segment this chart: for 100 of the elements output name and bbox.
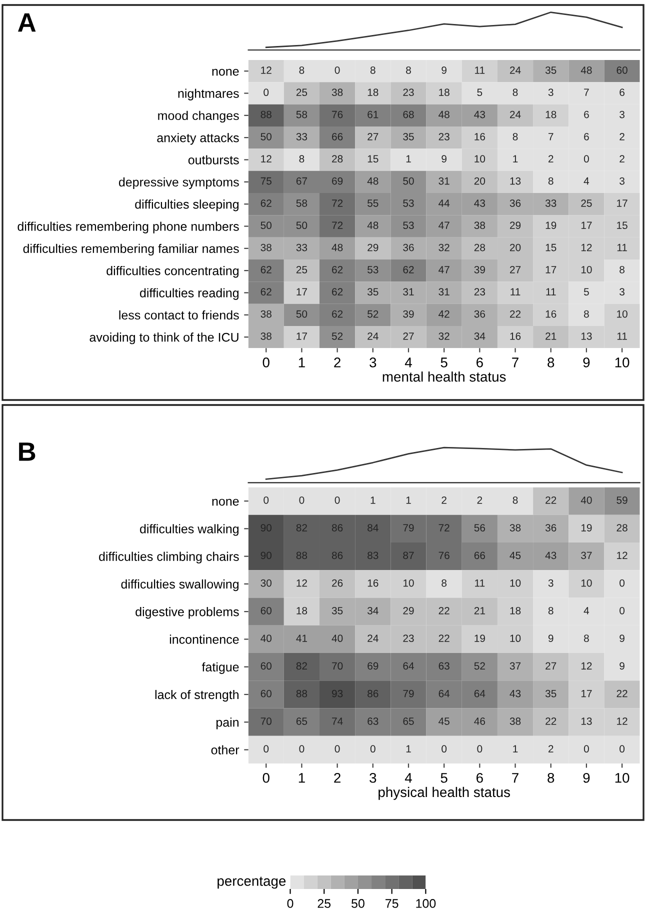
- data-label: 33: [296, 132, 308, 140]
- data-label: 10: [510, 579, 521, 587]
- data-label: 72: [332, 222, 343, 229]
- data-label: 12: [617, 552, 628, 559]
- data-label: 65: [403, 718, 414, 725]
- data-label: 82: [296, 662, 307, 670]
- data-label: 43: [545, 552, 556, 560]
- data-label: 3: [620, 110, 624, 118]
- data-label: 62: [260, 199, 272, 207]
- data-label: 0: [264, 88, 269, 96]
- data-label: 53: [403, 199, 414, 207]
- data-label: 21: [474, 606, 485, 614]
- data-label: 48: [367, 177, 378, 185]
- x-tick-label: 1: [298, 773, 305, 783]
- data-label: 56: [474, 524, 486, 532]
- y-tick-label: difficulties concentrating: [106, 266, 238, 278]
- data-label: 11: [475, 66, 485, 74]
- data-label: 22: [438, 606, 450, 614]
- data-label: 43: [474, 199, 486, 207]
- data-label: 70: [332, 662, 343, 670]
- data-label: 7: [584, 88, 589, 96]
- data-label: 58: [296, 110, 308, 118]
- data-label: 38: [510, 524, 521, 532]
- data-label: 27: [403, 332, 414, 340]
- data-label: 74: [332, 718, 343, 725]
- data-label: 24: [510, 110, 521, 118]
- data-label: 13: [581, 718, 592, 725]
- data-label: 18: [439, 88, 450, 96]
- data-label: 0: [370, 745, 376, 753]
- y-tick-label: incontinence: [170, 634, 239, 644]
- y-tick-label: nightmares: [178, 88, 239, 100]
- data-label: 0: [442, 745, 447, 753]
- data-label: 8: [620, 266, 624, 274]
- data-label: 29: [403, 606, 414, 614]
- y-tick-label: other: [211, 745, 240, 754]
- data-label: 16: [510, 332, 521, 340]
- data-label: 6: [584, 132, 589, 140]
- data-label: 8: [299, 66, 304, 74]
- data-label: 39: [474, 266, 485, 274]
- data-label: 13: [581, 332, 592, 340]
- data-label: 2: [477, 496, 482, 504]
- data-label: 24: [510, 66, 521, 74]
- data-label: 38: [332, 88, 343, 96]
- data-label: 8: [584, 310, 589, 318]
- y-tick-label: difficulties walking: [140, 524, 238, 536]
- data-label: 62: [332, 266, 343, 274]
- data-label: 69: [368, 662, 378, 670]
- data-label: 15: [368, 155, 378, 163]
- data-label: 50: [403, 177, 414, 185]
- data-label: 60: [616, 66, 628, 74]
- data-label: 18: [546, 110, 556, 118]
- data-label: 17: [581, 222, 592, 229]
- data-label: 23: [474, 288, 486, 296]
- data-label: 12: [261, 66, 272, 74]
- data-label: 64: [403, 662, 414, 670]
- data-label: 32: [438, 332, 450, 340]
- data-label: 8: [406, 66, 411, 74]
- data-label: 12: [261, 155, 272, 162]
- data-label: 27: [368, 132, 378, 140]
- y-tick-label: difficulties remembering familiar names: [23, 244, 239, 256]
- data-label: 11: [475, 579, 485, 587]
- data-label: 16: [474, 132, 486, 140]
- data-label: 4: [584, 177, 590, 185]
- data-label: 16: [546, 310, 556, 318]
- data-label: 88: [296, 690, 308, 698]
- data-label: 0: [620, 606, 625, 614]
- data-label: 62: [332, 310, 343, 318]
- data-label: 22: [438, 634, 450, 642]
- text: A: [18, 13, 36, 32]
- y-tick-label: anxiety attacks: [157, 133, 239, 145]
- data-label: 29: [368, 244, 378, 252]
- data-label: 24: [368, 634, 378, 642]
- data-label: 15: [617, 222, 628, 230]
- data-label: 36: [474, 310, 486, 318]
- data-label: 40: [332, 634, 343, 642]
- data-label: 72: [332, 199, 343, 207]
- data-label: 50: [260, 222, 272, 230]
- data-label: 48: [438, 110, 450, 118]
- data-label: 65: [296, 718, 308, 725]
- y-tick-label: lack of strength: [155, 690, 238, 702]
- data-label: 25: [296, 266, 308, 274]
- data-label: 22: [616, 690, 628, 698]
- data-label: 66: [474, 552, 486, 560]
- data-label: 37: [581, 552, 592, 560]
- data-label: 62: [332, 288, 343, 296]
- data-label: 6: [620, 88, 624, 96]
- color-bar-label: 100: [416, 899, 436, 908]
- data-label: 2: [442, 496, 446, 504]
- data-label: 32: [438, 244, 450, 252]
- data-label: 20: [474, 177, 486, 185]
- data-label: 52: [474, 662, 485, 670]
- data-label: 86: [368, 690, 378, 698]
- data-label: 17: [296, 288, 307, 296]
- data-label: 87: [403, 552, 414, 560]
- data-label: 36: [510, 199, 521, 207]
- data-label: 9: [442, 155, 446, 163]
- data-label: 1: [513, 155, 518, 162]
- data-label: 79: [403, 524, 414, 532]
- data-label: 23: [403, 88, 414, 96]
- x-tick-label: 2: [334, 772, 340, 783]
